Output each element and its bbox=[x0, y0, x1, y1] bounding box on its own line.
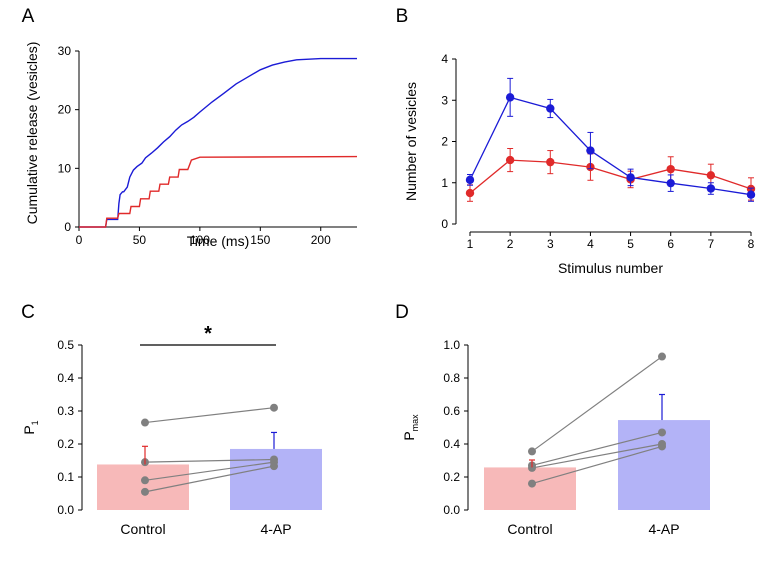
panel-label-c: C bbox=[21, 302, 35, 323]
paired-line bbox=[144, 465, 275, 493]
paired-line bbox=[144, 461, 275, 481]
y-tick-label: 0.5 bbox=[57, 338, 74, 352]
y-tick-label: 10 bbox=[58, 161, 72, 175]
y-tick-label: 0.0 bbox=[443, 503, 460, 517]
data-point-blue bbox=[465, 175, 475, 185]
data-point-blue bbox=[746, 190, 756, 199]
x-tick-label: 200 bbox=[311, 233, 331, 247]
x-tick-label: 1 bbox=[467, 237, 474, 251]
y-tick-label: 0.4 bbox=[443, 437, 460, 451]
x-tick-label: 100 bbox=[190, 233, 210, 247]
y-axis-label-main: P bbox=[21, 425, 37, 434]
data-point-red bbox=[465, 188, 475, 198]
x-tick-label: 0 bbox=[76, 233, 83, 247]
data-point-red bbox=[546, 157, 555, 167]
x-axis-label: Stimulus number bbox=[558, 260, 663, 276]
y-tick-label: 20 bbox=[58, 103, 72, 117]
paired-line bbox=[531, 443, 663, 469]
series-line-blue bbox=[469, 96, 752, 196]
category-label: 4-AP bbox=[648, 521, 679, 537]
paired-line bbox=[531, 445, 663, 485]
paired-point-control bbox=[528, 447, 536, 456]
category-label: Control bbox=[507, 521, 552, 537]
y-tick-label: 0.2 bbox=[57, 437, 74, 451]
paired-point-4ap bbox=[270, 403, 278, 412]
series-line-blue bbox=[79, 57, 357, 228]
y-axis-label-sub: 1 bbox=[30, 420, 40, 425]
data-point-blue bbox=[586, 146, 595, 155]
paired-point-4ap bbox=[658, 352, 666, 361]
paired-point-control bbox=[141, 476, 149, 485]
paired-point-4ap bbox=[658, 428, 666, 437]
panel-label-d: D bbox=[395, 302, 409, 323]
x-tick-label: 5 bbox=[627, 237, 634, 251]
data-point-red bbox=[505, 155, 515, 165]
data-point-red bbox=[666, 164, 675, 174]
x-tick-label: 8 bbox=[748, 237, 755, 251]
y-axis-label: P1 bbox=[21, 420, 40, 434]
y-tick-label: 0 bbox=[441, 217, 448, 231]
paired-point-4ap bbox=[658, 442, 666, 451]
data-point-blue bbox=[706, 184, 716, 193]
y-tick-label: 0.6 bbox=[443, 404, 460, 418]
x-tick-label: 150 bbox=[250, 233, 270, 247]
data-point-blue bbox=[666, 178, 675, 188]
panel-label-b: B bbox=[396, 6, 409, 27]
bar-control bbox=[484, 467, 576, 510]
data-point-blue bbox=[546, 104, 555, 113]
y-tick-label: 3 bbox=[441, 93, 448, 107]
y-axis-label: Pmax bbox=[401, 414, 420, 441]
paired-line bbox=[144, 407, 275, 424]
x-axis-label: Time (ms) bbox=[187, 233, 249, 249]
category-label: 4-AP bbox=[260, 521, 291, 537]
y-axis-label-sub: max bbox=[410, 414, 420, 432]
y-tick-label: 30 bbox=[58, 44, 72, 58]
paired-line bbox=[531, 431, 663, 467]
series-line-red bbox=[469, 159, 752, 194]
paired-point-control bbox=[528, 479, 536, 488]
paired-point-control bbox=[141, 418, 149, 427]
paired-point-control bbox=[141, 487, 149, 496]
x-tick-label: 6 bbox=[667, 237, 674, 251]
x-tick-label: 50 bbox=[133, 233, 147, 247]
y-axis-label: Number of vesicles bbox=[403, 82, 419, 201]
paired-line bbox=[144, 458, 275, 463]
x-tick-label: 2 bbox=[507, 237, 514, 251]
bar-control bbox=[97, 464, 189, 510]
y-tick-label: 0.2 bbox=[443, 470, 460, 484]
y-axis-label-main: P bbox=[401, 431, 417, 440]
y-tick-label: 4 bbox=[441, 52, 448, 66]
paired-point-control bbox=[528, 463, 536, 472]
category-label: Control bbox=[120, 521, 165, 537]
y-tick-label: 2 bbox=[441, 135, 448, 149]
panel-label-a: A bbox=[22, 6, 35, 27]
paired-line bbox=[531, 356, 663, 452]
y-tick-label: 1 bbox=[441, 176, 448, 190]
data-point-blue bbox=[626, 173, 635, 182]
data-point-blue bbox=[505, 93, 515, 102]
y-tick-label: 0 bbox=[64, 220, 71, 234]
series-line-red bbox=[79, 155, 358, 228]
y-axis-label: Cumulative release (vesicles) bbox=[24, 42, 40, 225]
significance-star: * bbox=[204, 323, 212, 345]
y-tick-label: 1.0 bbox=[443, 338, 460, 352]
paired-point-4ap bbox=[270, 462, 278, 471]
x-tick-label: 7 bbox=[708, 237, 715, 251]
y-tick-label: 0.3 bbox=[57, 404, 74, 418]
y-tick-label: 0.4 bbox=[57, 371, 74, 385]
x-tick-label: 3 bbox=[547, 237, 554, 251]
y-tick-label: 0.1 bbox=[57, 470, 74, 484]
y-tick-label: 0.8 bbox=[443, 371, 460, 385]
data-point-red bbox=[706, 171, 716, 180]
x-tick-label: 4 bbox=[587, 237, 594, 251]
y-tick-label: 0.0 bbox=[57, 503, 74, 517]
